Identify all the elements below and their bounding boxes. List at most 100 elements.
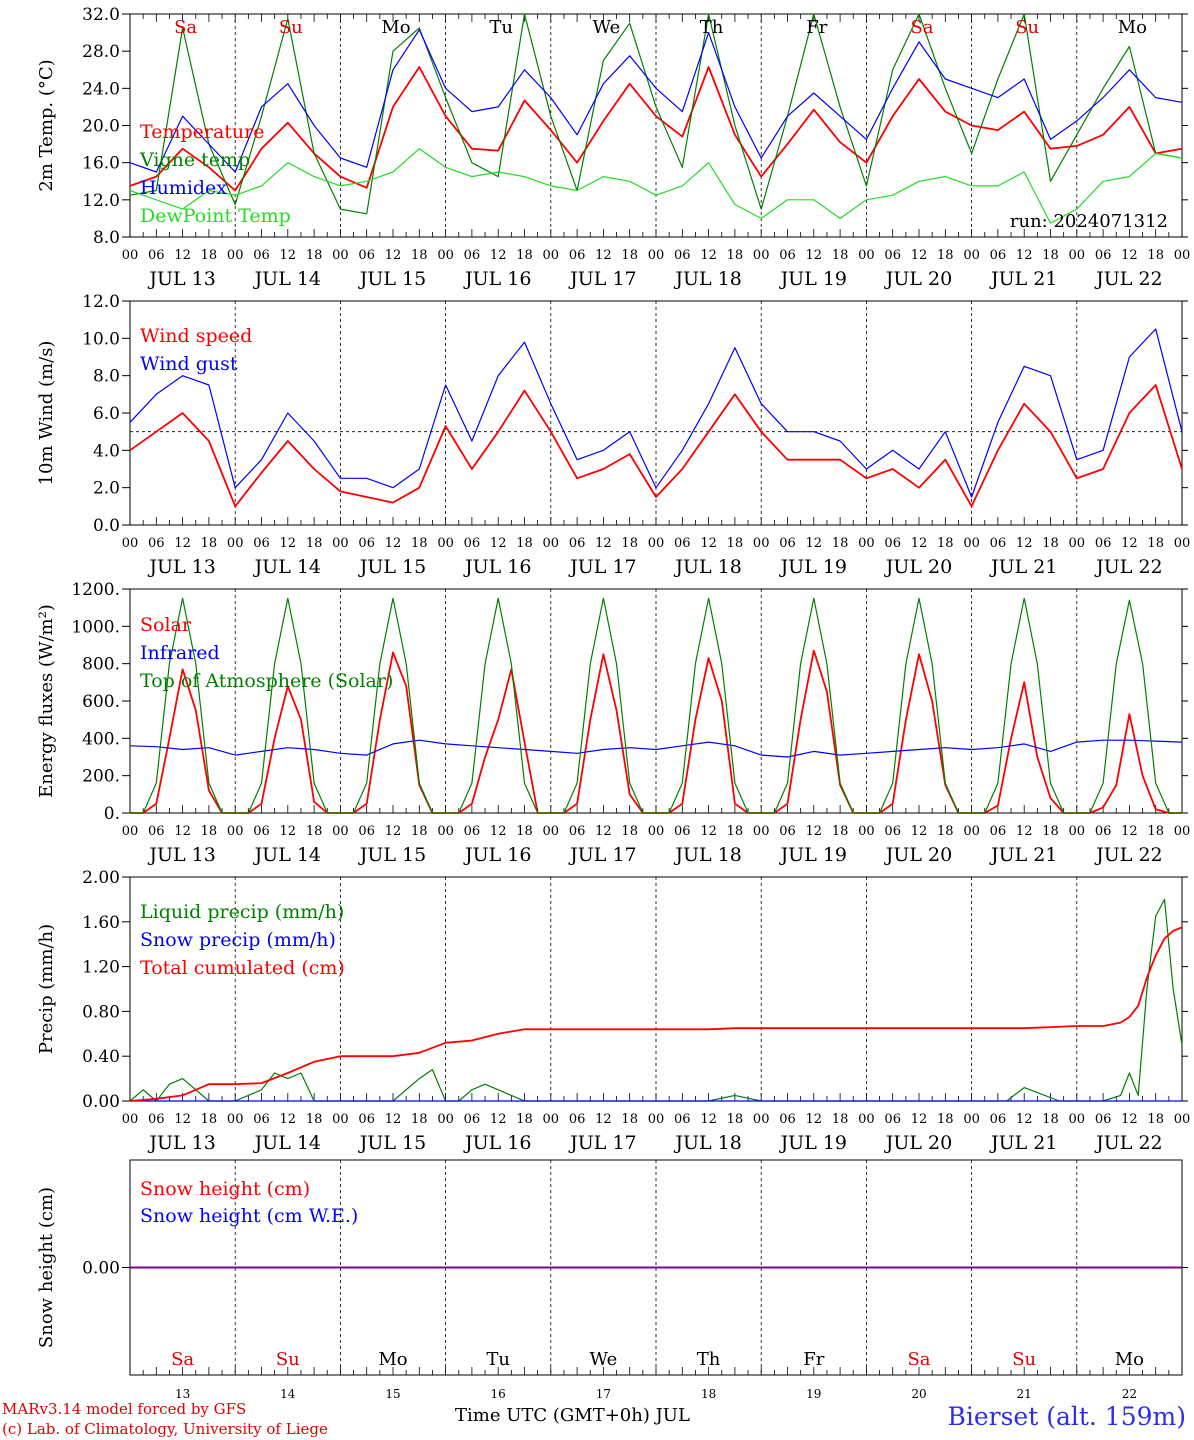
plot-frame: [129, 13, 1183, 238]
hour-tick-label: 18: [937, 824, 954, 839]
hour-tick-label: 00: [648, 824, 665, 839]
hour-tick-label: 12: [385, 248, 402, 263]
hour-tick-label: 06: [1095, 824, 1112, 839]
hour-tick-label: 06: [569, 1112, 586, 1127]
hour-tick-label: 18: [306, 248, 323, 263]
day-date-label: JUL 21: [989, 556, 1057, 578]
hour-tick-label: 06: [779, 1112, 796, 1127]
hour-tick-label: 18: [516, 824, 533, 839]
hour-tick-label: 12: [174, 824, 191, 839]
hour-tick-label: 12: [490, 824, 507, 839]
hour-tick-label: 18: [411, 1112, 428, 1127]
day-date-label: JUL 16: [463, 1132, 531, 1154]
hour-tick-label: 12: [1121, 1112, 1138, 1127]
hour-tick-label: 06: [990, 824, 1007, 839]
hour-tick-label: 18: [516, 1112, 533, 1127]
hour-tick-label: 12: [595, 248, 612, 263]
hour-tick-label: 06: [779, 824, 796, 839]
hour-tick-label: 06: [148, 824, 165, 839]
hour-tick-label: 00: [963, 1112, 980, 1127]
hour-tick-label: 00: [963, 248, 980, 263]
legend-entry: Solar: [140, 614, 192, 636]
weekday-label: Sa: [174, 17, 197, 38]
weekday-label: Sa: [171, 1349, 194, 1370]
hour-tick-label: 00: [858, 248, 875, 263]
hour-tick-label: 06: [253, 248, 270, 263]
hour-tick-label: 06: [674, 248, 691, 263]
hour-tick-label: 06: [674, 824, 691, 839]
hour-tick-label: 00: [1069, 824, 1086, 839]
hour-tick-label: 18: [516, 536, 533, 551]
hour-tick-label: 12: [280, 536, 297, 551]
hour-tick-label: 06: [464, 536, 481, 551]
hour-tick-label: 00: [227, 248, 244, 263]
hour-tick-label: 00: [543, 248, 560, 263]
y-tick-label: 10.0: [82, 329, 120, 349]
hour-tick-label: 00: [753, 248, 770, 263]
hour-tick-label: 00: [437, 248, 454, 263]
y-tick-label: 8.0: [93, 228, 120, 248]
y-tick-label: 0.80: [82, 1002, 120, 1022]
day-date-label: JUL 20: [884, 268, 952, 290]
y-tick-label: 2.0: [93, 479, 120, 499]
chart-panel-1: 8.0 12.0 16.0 20.0 24.0 28.0 32.0 2m Temp. (°C)…: [36, 5, 1190, 290]
day-date-label: JUL 15: [358, 1132, 426, 1154]
day-number-label: 22: [1122, 1387, 1137, 1401]
series-line-infrared: [129, 739, 1183, 758]
hour-tick-label: 00: [1174, 824, 1191, 839]
day-date-label: JUL 19: [779, 1132, 847, 1154]
hour-tick-label: 18: [832, 248, 849, 263]
day-date-label: JUL 19: [779, 268, 847, 290]
copyright-credit: (c) Lab. of Climatology, University of L…: [2, 1420, 328, 1438]
hour-tick-label: 18: [621, 1112, 638, 1127]
hour-tick-label: 12: [385, 824, 402, 839]
weekday-label: We: [590, 1349, 618, 1370]
day-date-label: JUL 15: [358, 844, 426, 866]
hour-tick-label: 06: [884, 824, 901, 839]
hour-tick-label: 18: [937, 248, 954, 263]
hour-tick-label: 12: [595, 824, 612, 839]
hour-tick-label: 18: [832, 1112, 849, 1127]
day-date-label: JUL 17: [568, 268, 636, 290]
hour-tick-label: 12: [490, 248, 507, 263]
legend-entry: Wind speed: [140, 325, 252, 347]
hour-tick-label: 00: [122, 824, 139, 839]
time-axis-title: Time UTC (GMT+0h) JUL: [455, 1405, 690, 1426]
legend-entry: Humidex: [140, 177, 227, 199]
hour-tick-label: 12: [174, 536, 191, 551]
hour-tick-label: 00: [1069, 536, 1086, 551]
y-tick-label: 1000.: [71, 617, 120, 637]
hour-tick-label: 06: [148, 248, 165, 263]
hour-tick-label: 18: [306, 1112, 323, 1127]
day-date-label: JUL 17: [568, 844, 636, 866]
y-tick-label: 0.00: [82, 1259, 120, 1279]
day-date-label: JUL 20: [884, 844, 952, 866]
y-axis-title: 2m Temp. (°C): [36, 59, 57, 191]
hour-tick-label: 18: [1042, 824, 1059, 839]
hour-tick-label: 00: [648, 1112, 665, 1127]
hour-tick-label: 12: [490, 1112, 507, 1127]
day-number-label: 21: [1017, 1387, 1032, 1401]
hour-tick-label: 18: [937, 536, 954, 551]
weekday-label: Su: [1015, 17, 1039, 38]
series-line-dewpoint-temp: [129, 148, 1183, 224]
day-date-label: JUL 21: [989, 844, 1057, 866]
y-tick-label: 1200.: [71, 580, 120, 600]
day-date-label: JUL 18: [673, 844, 741, 866]
legend-entry: Vigne temp: [139, 149, 250, 171]
model-credit: MARv3.14 model forced by GFS: [2, 1400, 247, 1418]
hour-tick-label: 18: [201, 536, 218, 551]
day-date-label: JUL 14: [253, 844, 321, 866]
hour-tick-label: 12: [911, 1112, 928, 1127]
hour-tick-label: 12: [490, 536, 507, 551]
day-number-label: 17: [596, 1387, 611, 1401]
hour-tick-label: 06: [1095, 536, 1112, 551]
hour-tick-label: 18: [832, 824, 849, 839]
hour-tick-label: 00: [648, 248, 665, 263]
weekday-label: Th: [700, 17, 724, 38]
y-axis-title: 10m Wind (m/s): [36, 341, 57, 486]
weekday-label: Mo: [381, 17, 410, 38]
y-tick-label: 32.0: [82, 5, 120, 25]
hour-tick-label: 18: [201, 248, 218, 263]
hour-tick-label: 18: [727, 536, 744, 551]
